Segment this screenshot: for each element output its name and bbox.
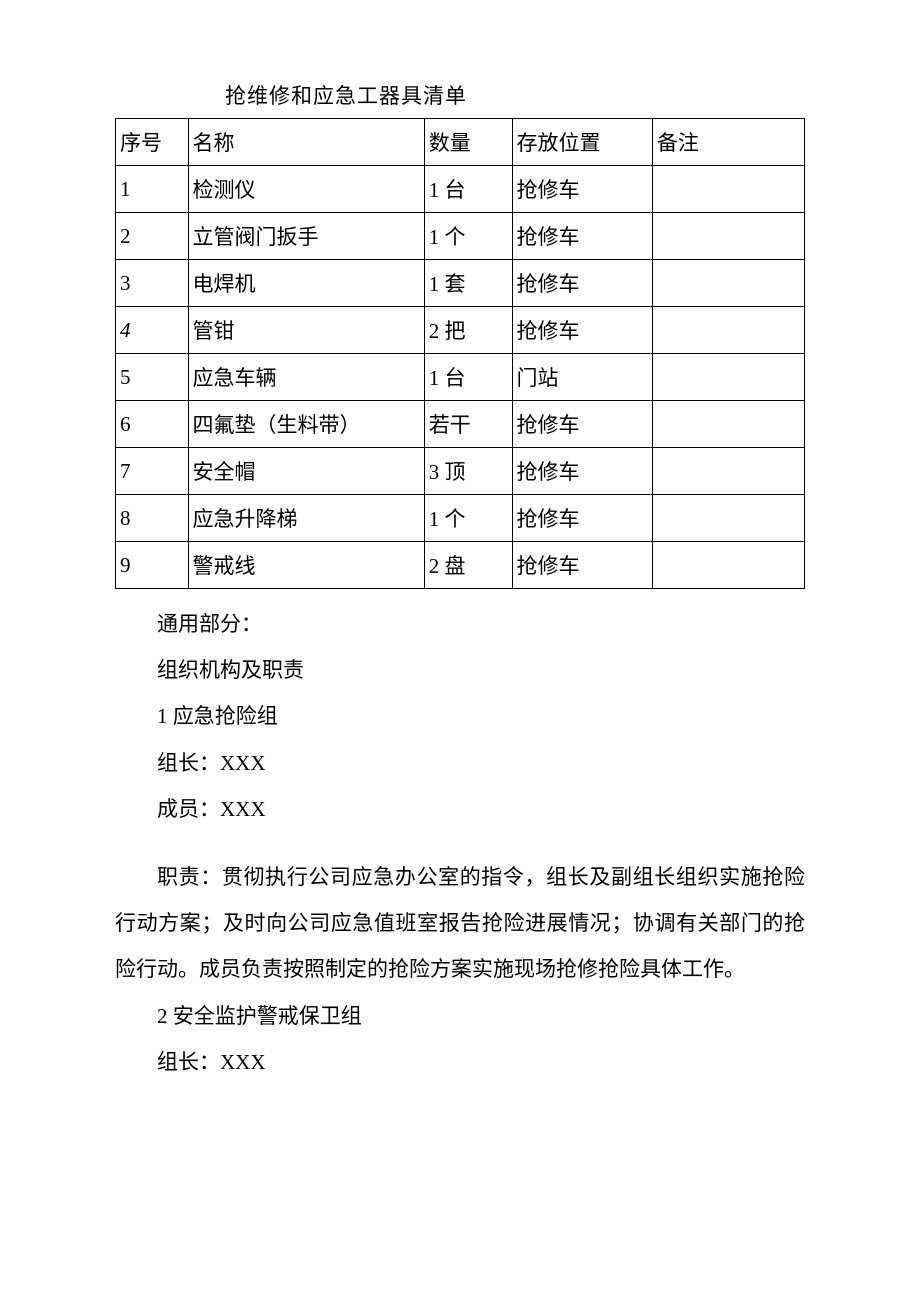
cell-seq: 9: [116, 542, 189, 589]
cell-seq: 3: [116, 260, 189, 307]
header-note: 备注: [652, 119, 804, 166]
cell-seq: 1: [116, 166, 189, 213]
cell-name: 检测仪: [188, 166, 424, 213]
equipment-table: 序号 名称 数量 存放位置 备注 1检测仪1 台抢修车2立管阀门扳手1 个抢修车…: [115, 118, 805, 589]
cell-qty: 3 顶: [424, 448, 512, 495]
cell-loc: 抢修车: [512, 260, 652, 307]
cell-qty: 2 把: [424, 307, 512, 354]
cell-note: [652, 260, 804, 307]
header-loc: 存放位置: [512, 119, 652, 166]
cell-name: 电焊机: [188, 260, 424, 307]
cell-loc: 抢修车: [512, 495, 652, 542]
cell-seq: 4: [116, 307, 189, 354]
paragraph: 2 安全监护警戒保卫组: [115, 993, 805, 1039]
cell-note: [652, 401, 804, 448]
cell-name: 警戒线: [188, 542, 424, 589]
cell-note: [652, 307, 804, 354]
document-title: 抢维修和应急工器具清单: [225, 80, 805, 110]
cell-note: [652, 213, 804, 260]
cell-loc: 抢修车: [512, 401, 652, 448]
cell-qty: 1 个: [424, 495, 512, 542]
cell-loc: 抢修车: [512, 448, 652, 495]
table-row: 6四氟垫（生料带）若干抢修车: [116, 401, 805, 448]
table-row: 4管钳2 把抢修车: [116, 307, 805, 354]
cell-note: [652, 166, 804, 213]
table-row: 9警戒线2 盘抢修车: [116, 542, 805, 589]
cell-seq: 2: [116, 213, 189, 260]
header-name: 名称: [188, 119, 424, 166]
cell-loc: 抢修车: [512, 213, 652, 260]
cell-loc: 抢修车: [512, 307, 652, 354]
paragraph: 通用部分：: [115, 601, 805, 647]
cell-name: 四氟垫（生料带）: [188, 401, 424, 448]
table-row: 8应急升降梯1 个抢修车: [116, 495, 805, 542]
cell-loc: 门站: [512, 354, 652, 401]
cell-name: 安全帽: [188, 448, 424, 495]
cell-loc: 抢修车: [512, 166, 652, 213]
header-seq: 序号: [116, 119, 189, 166]
cell-seq: 5: [116, 354, 189, 401]
cell-qty: 若干: [424, 401, 512, 448]
cell-note: [652, 448, 804, 495]
cell-name: 应急升降梯: [188, 495, 424, 542]
cell-qty: 1 个: [424, 213, 512, 260]
cell-qty: 1 台: [424, 166, 512, 213]
paragraph: 1 应急抢险组: [115, 693, 805, 739]
paragraph: 组长：XXX: [115, 740, 805, 786]
cell-qty: 1 台: [424, 354, 512, 401]
table-row: 2立管阀门扳手1 个抢修车: [116, 213, 805, 260]
body-text: 通用部分： 组织机构及职责 1 应急抢险组 组长：XXX 成员：XXX 职责：贯…: [115, 601, 805, 1085]
paragraph: 成员：XXX: [115, 786, 805, 832]
table-row: 7安全帽3 顶抢修车: [116, 448, 805, 495]
table-header-row: 序号 名称 数量 存放位置 备注: [116, 119, 805, 166]
cell-name: 应急车辆: [188, 354, 424, 401]
paragraph: 组长：XXX: [115, 1039, 805, 1085]
paragraph: 职责：贯彻执行公司应急办公室的指令，组长及副组长组织实施抢险行动方案；及时向公司…: [115, 854, 805, 993]
paragraph: 组织机构及职责: [115, 647, 805, 693]
table-row: 5应急车辆1 台门站: [116, 354, 805, 401]
table-row: 3电焊机1 套抢修车: [116, 260, 805, 307]
cell-loc: 抢修车: [512, 542, 652, 589]
cell-qty: 2 盘: [424, 542, 512, 589]
cell-name: 立管阀门扳手: [188, 213, 424, 260]
cell-seq: 7: [116, 448, 189, 495]
cell-note: [652, 354, 804, 401]
cell-seq: 8: [116, 495, 189, 542]
table-row: 1检测仪1 台抢修车: [116, 166, 805, 213]
table-body: 1检测仪1 台抢修车2立管阀门扳手1 个抢修车3电焊机1 套抢修车4管钳2 把抢…: [116, 166, 805, 589]
cell-name: 管钳: [188, 307, 424, 354]
cell-qty: 1 套: [424, 260, 512, 307]
cell-seq: 6: [116, 401, 189, 448]
cell-note: [652, 542, 804, 589]
cell-note: [652, 495, 804, 542]
header-qty: 数量: [424, 119, 512, 166]
